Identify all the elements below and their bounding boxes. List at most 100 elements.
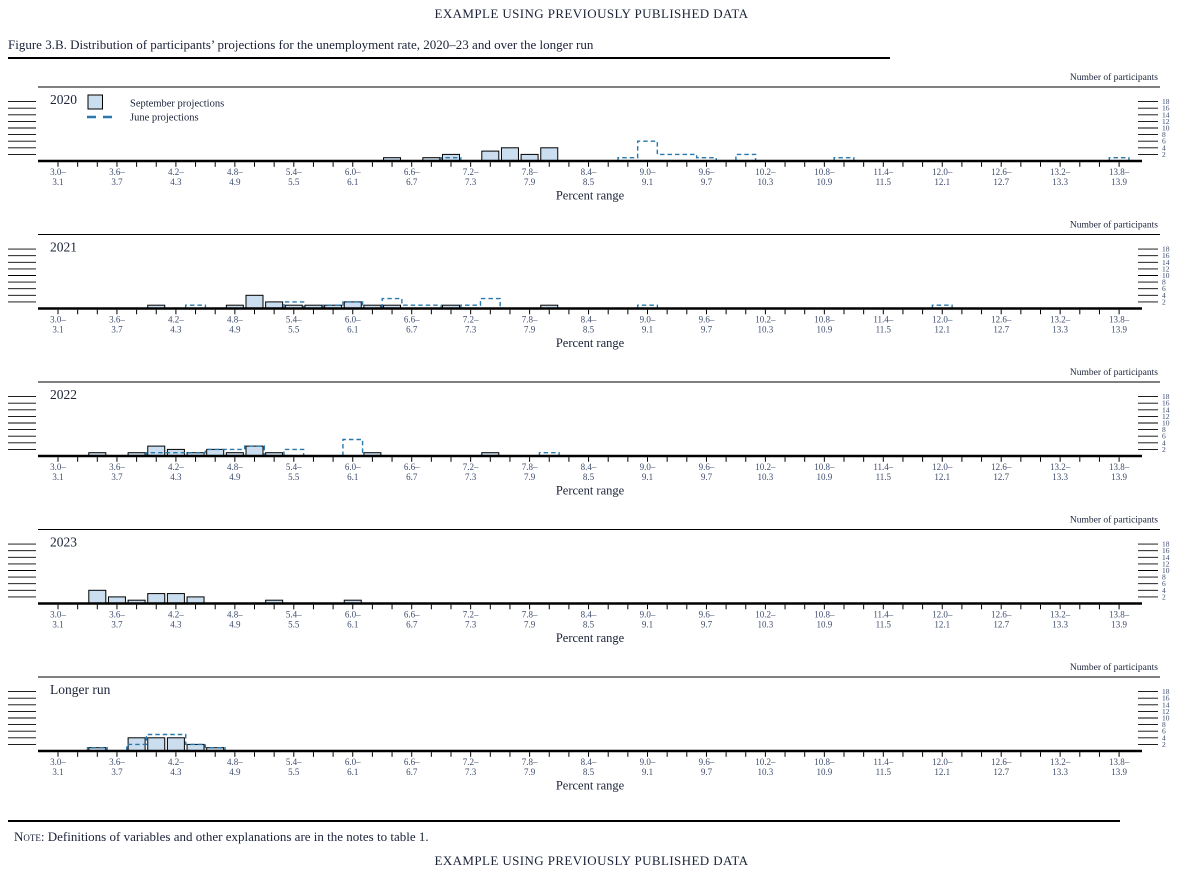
x-tick-label-top: 12.0– [932,610,953,620]
figure-note: Note: Definitions of variables and other… [14,829,429,845]
x-tick-label-bottom: 13.9 [1111,472,1127,482]
x-tick-label-top: 8.4– [581,757,597,767]
participants-axis-label: Number of participants [1070,662,1158,673]
x-tick-label-bottom: 12.1 [934,325,950,335]
percent-range-label: Percent range [556,189,625,203]
x-tick-label-bottom: 6.1 [347,325,358,335]
x-tick-label-top: 8.4– [581,315,597,325]
projection-bar [147,445,166,457]
x-tick-label-top: 10.2– [755,610,776,620]
x-tick-label-bottom: 13.9 [1111,620,1127,630]
x-tick-label-bottom: 11.5 [876,620,892,630]
y-tick-label: 2 [1162,445,1166,454]
x-tick-label-top: 3.6– [109,757,125,767]
x-tick-label-top: 4.2– [168,315,184,325]
x-tick-label-bottom: 7.9 [524,472,536,482]
x-tick-label-bottom: 13.3 [1052,620,1068,630]
x-tick-label-bottom: 9.1 [642,620,653,630]
x-tick-label-top: 7.8– [522,757,538,767]
june-step-path [617,140,717,161]
projection-bar [166,593,185,604]
y-tick-label: 16 [1162,546,1170,555]
x-tick-label-bottom: 5.5 [288,767,300,777]
x-tick-label-bottom: 4.3 [170,472,182,482]
x-tick-label-top: 5.4– [286,315,302,325]
y-tick-label: 6 [1162,727,1166,736]
x-tick-label-bottom: 8.5 [583,325,595,335]
x-tick-label-bottom: 5.5 [288,620,300,630]
y-tick-label: 14 [1162,258,1170,267]
y-tick-label: 12 [1162,412,1170,421]
x-tick-label-bottom: 10.3 [758,177,774,187]
x-tick-label-bottom: 11.5 [876,767,892,777]
note-label: Note: [14,829,45,844]
y-tick-label: 4 [1162,143,1166,152]
x-tick-label-top: 13.8– [1109,315,1130,325]
june-step-path [283,301,305,309]
x-tick-label-bottom: 9.7 [701,177,713,187]
x-tick-label-top: 7.2– [463,757,479,767]
x-tick-label-bottom: 3.1 [52,177,63,187]
projection-bar [88,589,107,604]
x-tick-label-top: 3.6– [109,315,125,325]
panel-title: 2022 [50,387,77,402]
x-tick-label-top: 13.2– [1050,315,1071,325]
x-tick-label-bottom: 13.3 [1052,325,1068,335]
x-tick-label-top: 4.2– [168,757,184,767]
x-tick-label-bottom: 3.7 [111,325,123,335]
x-tick-label-bottom: 10.9 [816,620,832,630]
september-bars [88,445,500,457]
x-tick-label-bottom: 10.3 [758,472,774,482]
percent-range-label: Percent range [556,336,625,350]
y-tick-label: 2 [1162,592,1166,601]
x-tick-label-top: 10.2– [755,462,776,472]
x-tick-label-top: 10.2– [755,757,776,767]
y-tick-label: 18 [1162,97,1170,106]
x-tick-label-bottom: 3.7 [111,177,123,187]
x-tick-label-top: 12.6– [991,167,1012,177]
x-tick-label-top: 8.4– [581,462,597,472]
x-tick-label-bottom: 6.7 [406,325,418,335]
x-tick-label-bottom: 13.9 [1111,767,1127,777]
x-tick-label-top: 12.0– [932,167,953,177]
projection-bar [481,150,500,162]
x-tick-label-top: 6.6– [404,167,420,177]
x-tick-label-bottom: 10.9 [816,472,832,482]
x-tick-label-bottom: 5.5 [288,177,300,187]
projection-bar [540,147,559,162]
participants-axis-label: Number of participants [1070,367,1158,378]
y-tick-label: 10 [1162,566,1170,575]
september-bars [88,737,225,752]
x-tick-label-bottom: 12.7 [993,177,1009,187]
x-tick-label-top: 8.4– [581,610,597,620]
x-tick-label-top: 4.2– [168,610,184,620]
x-tick-label-top: 12.6– [991,610,1012,620]
june-step-path [538,452,560,456]
june-step-path [735,153,757,161]
x-tick-label-bottom: 12.7 [993,472,1009,482]
x-tick-label-top: 4.8– [227,315,243,325]
y-tick-label: 10 [1162,419,1170,428]
x-tick-label-top: 7.2– [463,315,479,325]
x-tick-label-bottom: 9.7 [701,472,713,482]
panel-title: Longer run [50,682,111,697]
x-tick-label-bottom: 8.5 [583,472,595,482]
x-tick-label-top: 13.8– [1109,757,1130,767]
june-step-path [381,297,442,309]
x-tick-label-bottom: 6.1 [347,620,358,630]
x-tick-label-top: 6.6– [404,315,420,325]
x-tick-label-bottom: 13.9 [1111,325,1127,335]
x-tick-label-bottom: 4.3 [170,620,182,630]
x-tick-label-bottom: 3.1 [52,472,63,482]
y-tick-label: 16 [1162,399,1170,408]
x-tick-label-top: 13.8– [1109,610,1130,620]
x-tick-label-top: 13.2– [1050,462,1071,472]
y-tick-label: 6 [1162,432,1166,441]
september-bars [383,147,559,162]
x-tick-label-bottom: 12.1 [934,767,950,777]
x-tick-label-top: 11.4– [873,167,893,177]
x-tick-label-bottom: 7.9 [524,767,536,777]
x-tick-label-top: 12.6– [991,462,1012,472]
x-tick-label-bottom: 7.3 [465,767,477,777]
